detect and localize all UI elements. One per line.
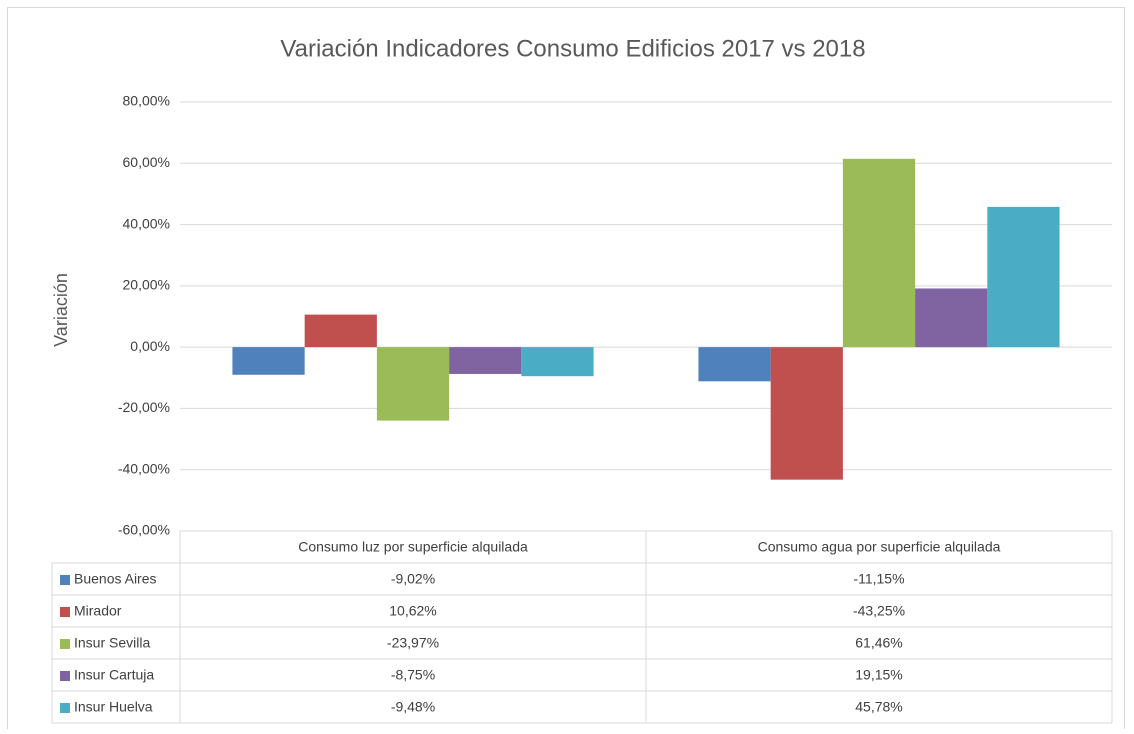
table-header: Consumo agua por superficie alquilada (758, 539, 1001, 555)
table-value: -23,97% (387, 635, 439, 651)
table-value: 19,15% (855, 667, 902, 683)
bar (987, 206, 1060, 348)
table-value: -9,02% (391, 571, 435, 587)
y-tick-label: 0,00% (130, 338, 170, 354)
legend-label: Insur Cartuja (74, 667, 154, 683)
bar (304, 314, 377, 348)
table-value: 45,78% (855, 699, 902, 715)
bar (376, 347, 450, 421)
bar (449, 347, 522, 374)
y-tick-label: -60,00% (118, 522, 170, 538)
bar (842, 158, 916, 348)
y-tick-label: 20,00% (123, 277, 170, 293)
legend-label: Buenos Aires (74, 571, 157, 587)
legend-label: Insur Sevilla (74, 635, 150, 651)
legend-key (60, 703, 70, 713)
table-header: Consumo luz por superficie alquilada (298, 539, 528, 555)
table-value: -11,15% (853, 571, 904, 587)
legend-label: Insur Huelva (74, 699, 153, 715)
table-value: 10,62% (389, 603, 436, 619)
y-tick-label: 40,00% (123, 215, 170, 231)
y-tick-label: 60,00% (123, 154, 170, 170)
y-axis-label: Variación (51, 273, 71, 347)
legend-key (60, 639, 70, 649)
table-value: -8,75% (391, 667, 435, 683)
y-tick-label: 80,00% (123, 93, 170, 109)
y-tick-label: -40,00% (118, 460, 170, 476)
bar (915, 288, 988, 348)
bar (232, 347, 305, 375)
bar (698, 347, 771, 382)
table-value: -43,25% (853, 603, 905, 619)
y-tick-label: -20,00% (118, 399, 170, 415)
legend-key (60, 607, 70, 617)
bar (770, 347, 843, 480)
chart-title: Variación Indicadores Consumo Edificios … (280, 35, 865, 62)
legend-key (60, 575, 70, 585)
legend-key (60, 671, 70, 681)
legend-label: Mirador (74, 603, 122, 619)
table-value: 61,46% (855, 635, 902, 651)
table-value: -9,48% (391, 699, 435, 715)
bar (521, 347, 594, 377)
